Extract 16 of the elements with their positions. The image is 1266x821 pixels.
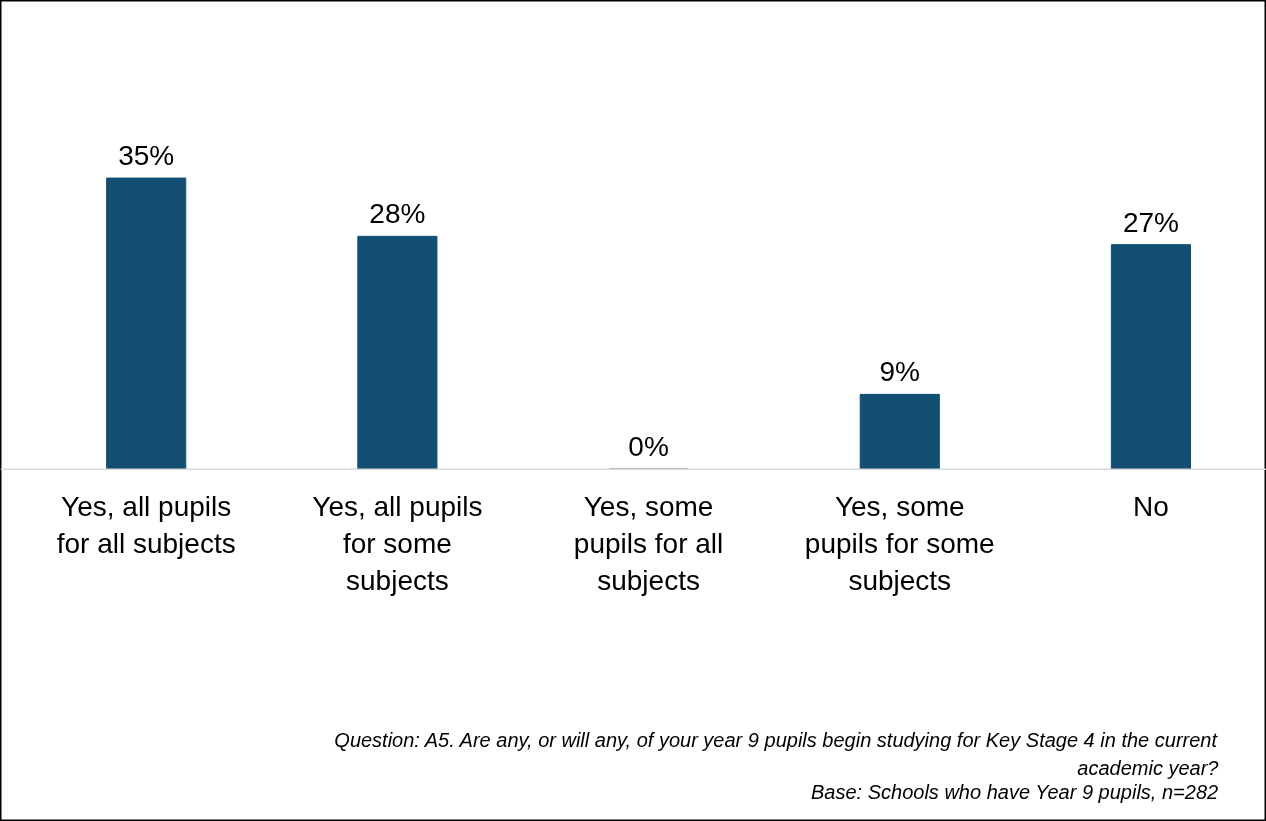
data-label: 35%	[118, 140, 175, 172]
data-label: 28%	[369, 198, 426, 230]
text: Base: Schools who have Year 9 pupils, n=282	[811, 780, 1219, 803]
data-label: 27%	[1122, 206, 1179, 238]
bar	[357, 235, 438, 470]
data-label: 0%	[628, 431, 669, 463]
x-tick-label: Yes, all pupils for all subjects	[56, 491, 236, 560]
bar	[1110, 244, 1192, 470]
x-tick-label: Yes, all pupils for some subjects	[312, 491, 483, 597]
x-tick-label: Yes, some pupils for all subjects	[573, 491, 724, 597]
text: Question: A5. Are any, or will any, of your year 9 pupils begin studying for Key Stage 4 in the current academic year?	[334, 728, 1220, 780]
bar	[859, 393, 940, 470]
bar	[106, 177, 187, 470]
x-tick-label: No	[1133, 491, 1169, 523]
x-tick-label: Yes, some pupils for some subjects	[804, 491, 995, 597]
data-label: 9%	[879, 356, 920, 388]
